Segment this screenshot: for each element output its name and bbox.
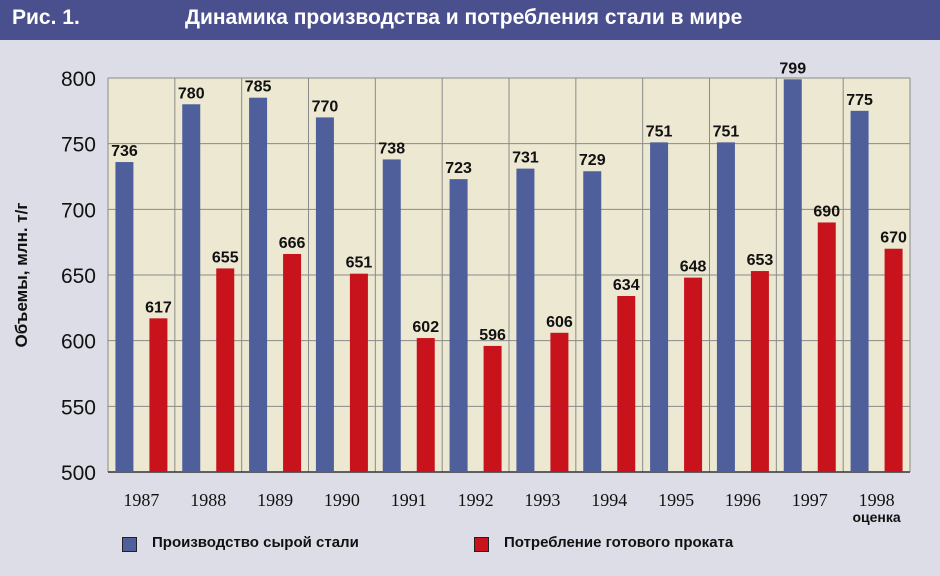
- figure-header: Рис. 1. Динамика производства и потребле…: [0, 0, 940, 40]
- x-tick-label: 1990: [324, 490, 360, 510]
- x-tick-label: 1992: [458, 490, 494, 510]
- data-label: 617: [145, 299, 172, 316]
- bar-consumption: [550, 332, 569, 472]
- data-label: 729: [579, 152, 606, 169]
- data-label: 648: [680, 259, 707, 276]
- bar-consumption: [483, 345, 502, 472]
- data-label: 690: [813, 203, 840, 220]
- bar-production: [249, 97, 268, 472]
- y-tick-label: 800: [61, 68, 96, 91]
- bar-production: [716, 142, 735, 472]
- x-tick-label: 1994: [591, 490, 627, 510]
- y-tick-label: 750: [61, 134, 96, 157]
- bar-production: [315, 117, 334, 473]
- x-tick-note: оценка: [852, 509, 900, 525]
- legend-label-production: Производство сырой стали: [152, 534, 359, 551]
- x-tick-label: 1987: [123, 490, 159, 510]
- x-tick-label: 1995: [658, 490, 694, 510]
- data-label: 785: [245, 79, 272, 96]
- bar-consumption: [349, 273, 368, 472]
- data-label: 602: [412, 319, 439, 336]
- data-label: 634: [613, 277, 640, 294]
- data-label: 666: [279, 235, 306, 252]
- x-tick-label: 1997: [792, 490, 828, 510]
- data-label: 731: [512, 150, 539, 167]
- data-label: 736: [111, 143, 138, 160]
- y-tick-label: 550: [61, 396, 96, 419]
- bar-production: [850, 110, 869, 472]
- bar-production: [650, 142, 669, 472]
- figure-label: Рис. 1.: [12, 6, 80, 29]
- chart-title: Динамика производства и потребления стал…: [185, 6, 743, 29]
- legend-swatch-consumption: [474, 537, 489, 552]
- data-label: 751: [646, 123, 673, 140]
- data-label: 799: [779, 60, 806, 77]
- bar-chart: 500 550 600 650 700 750 800 736 617 1987 780 655 198…: [61, 60, 911, 525]
- bar-consumption: [283, 253, 302, 472]
- bar-production: [115, 162, 134, 472]
- bar-production: [382, 159, 401, 472]
- bar-production: [783, 79, 802, 473]
- bar-consumption: [750, 271, 769, 472]
- data-label: 723: [445, 160, 472, 177]
- data-label: 653: [747, 252, 774, 269]
- data-label: 780: [178, 85, 205, 102]
- y-tick-label: 700: [61, 199, 96, 222]
- bar-production: [449, 179, 468, 473]
- data-label: 670: [880, 230, 907, 247]
- x-tick-label: 1988: [190, 490, 226, 510]
- bar-consumption: [884, 248, 903, 472]
- x-tick-label: 1996: [725, 490, 761, 510]
- bar-consumption: [617, 296, 636, 472]
- data-label: 751: [713, 123, 740, 140]
- data-label: 655: [212, 249, 239, 266]
- bar-production: [516, 168, 535, 472]
- legend-label-consumption: Потребление готового проката: [504, 534, 734, 551]
- data-label: 596: [479, 327, 506, 344]
- x-tick-label: 1991: [391, 490, 427, 510]
- legend-swatch-production: [122, 537, 137, 552]
- y-tick-label: 650: [61, 265, 96, 288]
- x-tick-label: 1989: [257, 490, 293, 510]
- data-label: 738: [378, 140, 405, 157]
- data-label: 775: [846, 92, 873, 109]
- y-tick-label: 500: [61, 462, 96, 485]
- bar-consumption: [817, 222, 836, 472]
- x-tick-label: 1998: [859, 490, 895, 510]
- bar-consumption: [216, 268, 235, 472]
- x-tick-label: 1993: [524, 490, 560, 510]
- bar-consumption: [416, 338, 435, 472]
- data-label: 770: [312, 98, 339, 115]
- bar-production: [583, 171, 602, 472]
- y-tick-label: 600: [61, 331, 96, 354]
- data-label: 606: [546, 314, 573, 331]
- bar-production: [182, 104, 201, 473]
- data-label: 651: [346, 255, 373, 272]
- bar-consumption: [149, 318, 168, 472]
- bar-consumption: [684, 277, 703, 472]
